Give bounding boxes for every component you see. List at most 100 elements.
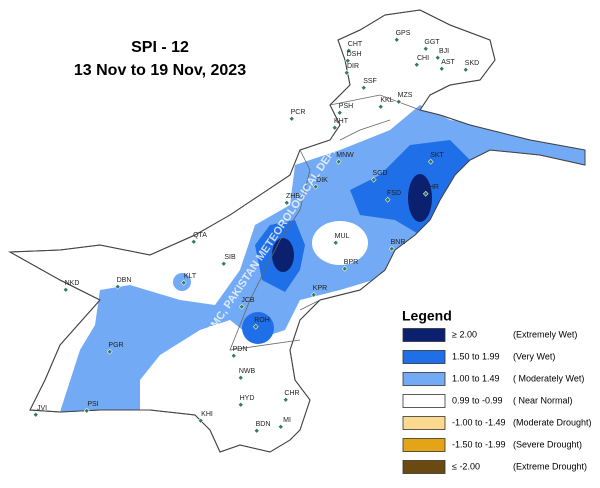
legend-swatch xyxy=(402,328,446,342)
legend-range: 1.50 to 1.99 xyxy=(452,351,500,361)
station-marker xyxy=(288,115,295,122)
station-label: GGT xyxy=(424,39,440,46)
station-marker xyxy=(106,348,113,355)
station-label: HYD xyxy=(240,395,255,402)
station-label: KKL xyxy=(380,97,393,104)
station-label: MUL xyxy=(335,233,350,240)
station-label: SGD xyxy=(372,170,387,177)
station-marker xyxy=(395,98,402,105)
legend-range: -1.50 to -1.99 xyxy=(452,439,506,449)
station-marker xyxy=(336,109,343,116)
station-label: LHR xyxy=(425,184,439,191)
station-marker xyxy=(230,352,237,359)
station-marker xyxy=(32,411,39,418)
station-marker xyxy=(197,417,204,424)
station-label: NKD xyxy=(65,280,80,287)
station-label: BDN xyxy=(256,421,271,428)
legend: Legend ≥ 2.00 (Extremely Wet) 1.50 to 1.99… xyxy=(393,300,593,480)
station-label: AST xyxy=(441,59,455,66)
station-label: PDN xyxy=(233,346,248,353)
station-marker xyxy=(238,303,245,310)
station-label: CHR xyxy=(284,390,299,397)
legend-swatch xyxy=(402,460,446,474)
station-marker xyxy=(331,124,338,131)
station-label: BNR xyxy=(391,239,406,246)
legend-range: ≥ 2.00 xyxy=(452,329,477,339)
station-label: PSH xyxy=(339,103,353,110)
station-marker xyxy=(370,176,377,183)
station-label: PGR xyxy=(108,342,123,349)
legend-items: ≥ 2.00 (Extremely Wet) 1.50 to 1.99 (Very W… xyxy=(402,328,592,474)
station-label: MI xyxy=(283,417,291,424)
station-marker xyxy=(422,45,429,52)
legend-swatch xyxy=(402,438,446,452)
station-marker xyxy=(190,238,197,245)
legend-label: (Extreme Drought) xyxy=(513,461,587,471)
station-label: NWB xyxy=(239,368,256,375)
station-label: SIB xyxy=(224,254,236,261)
station-label: KPR xyxy=(313,285,327,292)
legend-range: -1.00 to -1.49 xyxy=(452,417,506,427)
station-marker xyxy=(283,199,290,206)
station-marker xyxy=(360,84,367,91)
station-label: SKT xyxy=(430,152,444,159)
station-label: DSH xyxy=(347,51,362,58)
legend-swatch xyxy=(402,350,446,364)
station-label: PCR xyxy=(291,109,306,116)
extremely-wet-region xyxy=(272,238,294,272)
station-label: SKD xyxy=(465,60,479,67)
legend-swatch xyxy=(402,394,446,408)
station-label: KHT xyxy=(334,118,349,125)
station-marker xyxy=(434,54,441,61)
station-marker xyxy=(312,183,319,190)
station-marker xyxy=(253,427,260,434)
legend-label: (Moderate Drought) xyxy=(513,417,592,427)
legend-range: ≤ -2.00 xyxy=(452,461,480,471)
legend-label: ( Moderately Wet) xyxy=(513,373,584,383)
station-label: JVI xyxy=(37,405,47,412)
station-label: ROH xyxy=(254,317,270,324)
station-label: GPS xyxy=(396,30,411,37)
station-marker xyxy=(393,36,400,43)
legend-label: ( Near Normal) xyxy=(513,395,573,405)
legend-box xyxy=(393,300,593,480)
legend-title: Legend xyxy=(402,308,452,324)
station-marker xyxy=(422,190,429,197)
legend-label: (Severe Drought) xyxy=(513,439,582,449)
station-label: BPR xyxy=(344,259,358,266)
station-marker xyxy=(413,61,420,68)
legend-swatch xyxy=(402,372,446,386)
station-label: JCB xyxy=(241,297,255,304)
province-boundaries xyxy=(229,94,421,351)
station-label: PSI xyxy=(87,401,98,408)
legend-label: (Extremely Wet) xyxy=(513,329,577,339)
legend-range: 1.00 to 1.49 xyxy=(452,373,500,383)
station-marker xyxy=(237,401,244,408)
station-label: BJI xyxy=(439,48,449,55)
station-marker xyxy=(180,279,187,286)
station-marker xyxy=(83,407,90,414)
station-marker xyxy=(462,66,469,73)
near-normal-region xyxy=(312,221,368,265)
title: SPI - 12 xyxy=(131,39,189,56)
stations: GPS GGT CHT BJI DSH CHI AST SKD DIR SSF KKL MZS PSH P… xyxy=(32,30,479,434)
station-marker xyxy=(310,291,317,298)
station-label: KHI xyxy=(201,411,213,418)
station-marker xyxy=(277,423,284,430)
station-marker xyxy=(388,245,395,252)
station-marker xyxy=(62,286,69,293)
station-marker xyxy=(341,265,348,272)
extremely-wet-region xyxy=(408,174,432,222)
station-marker xyxy=(343,69,350,76)
station-marker xyxy=(220,260,227,267)
station-marker xyxy=(237,374,244,381)
station-marker xyxy=(377,103,384,110)
station-label: DIR xyxy=(347,63,359,70)
station-label: CHI xyxy=(417,55,429,62)
station-label: CHT xyxy=(348,41,363,48)
station-marker xyxy=(332,239,339,246)
station-label: MNW xyxy=(336,152,354,159)
legend-range: 0.99 to -0.99 xyxy=(452,395,503,405)
station-marker xyxy=(438,65,445,72)
